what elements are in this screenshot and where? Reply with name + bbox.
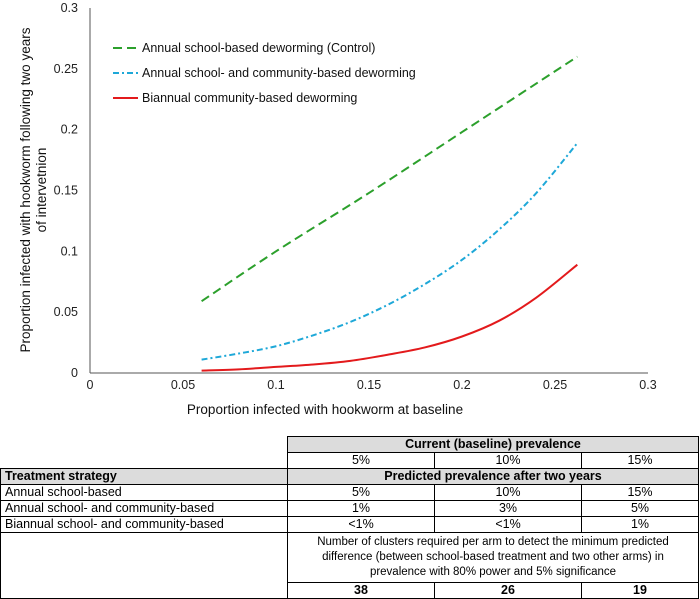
line-chart: 0 0.05 0.1 0.15 0.2 0.25 0.3 0 0.05 0.1 0.15 0.2 0.… bbox=[18, 1, 657, 417]
blank-cell bbox=[0, 532, 288, 599]
y-tick-label: 0.1 bbox=[61, 244, 78, 258]
table-cell: 10% bbox=[434, 484, 582, 501]
table-row: Biannual school- and community-based <1%… bbox=[0, 516, 699, 533]
x-tick-label: 0.15 bbox=[357, 378, 381, 392]
series-line-1 bbox=[201, 55, 578, 303]
baseline-header: Current (baseline) prevalence bbox=[287, 436, 699, 453]
x-tick-label: 0.2 bbox=[453, 378, 470, 392]
legend-label-1: Annual school-based deworming (Control) bbox=[142, 41, 375, 55]
y-tick-label: 0.3 bbox=[61, 1, 78, 15]
series-lines bbox=[201, 55, 579, 372]
y-axis-title-line-2: of intervetnion bbox=[34, 148, 49, 233]
table-cell: 15% bbox=[581, 484, 699, 501]
y-axis-title-line-1: Proportion infected with hookworm follow… bbox=[18, 27, 33, 352]
table-cell: <1% bbox=[287, 516, 435, 533]
clusters-value: 38 bbox=[287, 582, 435, 599]
table-cell: 1% bbox=[287, 500, 435, 517]
legend-label-3: Biannual community-based deworming bbox=[142, 91, 357, 105]
x-tick-label: 0.1 bbox=[267, 378, 284, 392]
y-tick-label: 0.2 bbox=[61, 123, 78, 137]
series-line-3 bbox=[201, 263, 578, 372]
strategy-header: Treatment strategy bbox=[0, 468, 288, 485]
x-axis-title: Proportion infected with hookworm at bas… bbox=[187, 402, 463, 417]
baseline-values-row: 5% 10% 15% bbox=[1, 452, 699, 469]
baseline-value: 5% bbox=[287, 452, 435, 469]
baseline-value: 10% bbox=[434, 452, 582, 469]
clusters-value: 26 bbox=[434, 582, 582, 599]
blank-cell bbox=[1, 453, 288, 469]
table-cell: 5% bbox=[287, 484, 435, 501]
strategy-label: Annual school-based bbox=[0, 484, 288, 501]
clusters-note-row: Number of clusters required per arm to d… bbox=[0, 532, 699, 599]
predicted-header: Predicted prevalence after two years bbox=[287, 468, 699, 485]
baseline-value: 15% bbox=[581, 452, 699, 469]
table-cell: 5% bbox=[581, 500, 699, 517]
axes bbox=[89, 8, 648, 374]
clusters-note: Number of clusters required per arm to d… bbox=[287, 532, 699, 583]
blank-cell bbox=[1, 437, 288, 453]
x-tick-label: 0.25 bbox=[543, 378, 567, 392]
table-cell: <1% bbox=[434, 516, 582, 533]
baseline-header-row: Current (baseline) prevalence bbox=[1, 436, 699, 453]
x-tick-labels: 0 0.05 0.1 0.15 0.2 0.25 0.3 bbox=[87, 378, 657, 392]
strategy-label: Annual school- and community-based bbox=[0, 500, 288, 517]
results-table: Current (baseline) prevalence 5% 10% 15%… bbox=[0, 436, 699, 599]
table-row: Annual school- and community-based 1% 3%… bbox=[0, 500, 699, 517]
y-tick-label: 0.15 bbox=[54, 184, 78, 198]
y-tick-label: 0 bbox=[71, 366, 78, 380]
legend: Annual school-based deworming (Control) A… bbox=[113, 41, 416, 105]
strategy-header-row: Treatment strategy Predicted prevalence … bbox=[0, 468, 699, 485]
table-cell: 1% bbox=[581, 516, 699, 533]
legend-label-2: Annual school- and community-based dewor… bbox=[142, 66, 416, 80]
strategy-label: Biannual school- and community-based bbox=[0, 516, 288, 533]
y-tick-labels: 0 0.05 0.1 0.15 0.2 0.25 0.3 bbox=[54, 1, 78, 380]
table-row: Annual school-based 5% 10% 15% bbox=[0, 484, 699, 501]
y-tick-label: 0.25 bbox=[54, 62, 78, 76]
table-cell: 3% bbox=[434, 500, 582, 517]
series-line-2 bbox=[201, 142, 579, 361]
x-tick-label: 0.3 bbox=[639, 378, 656, 392]
x-tick-label: 0.05 bbox=[171, 378, 195, 392]
y-tick-label: 0.05 bbox=[54, 305, 78, 319]
clusters-value: 19 bbox=[581, 582, 699, 599]
x-tick-label: 0 bbox=[87, 378, 94, 392]
results-table-container: Current (baseline) prevalence 5% 10% 15%… bbox=[0, 436, 699, 599]
